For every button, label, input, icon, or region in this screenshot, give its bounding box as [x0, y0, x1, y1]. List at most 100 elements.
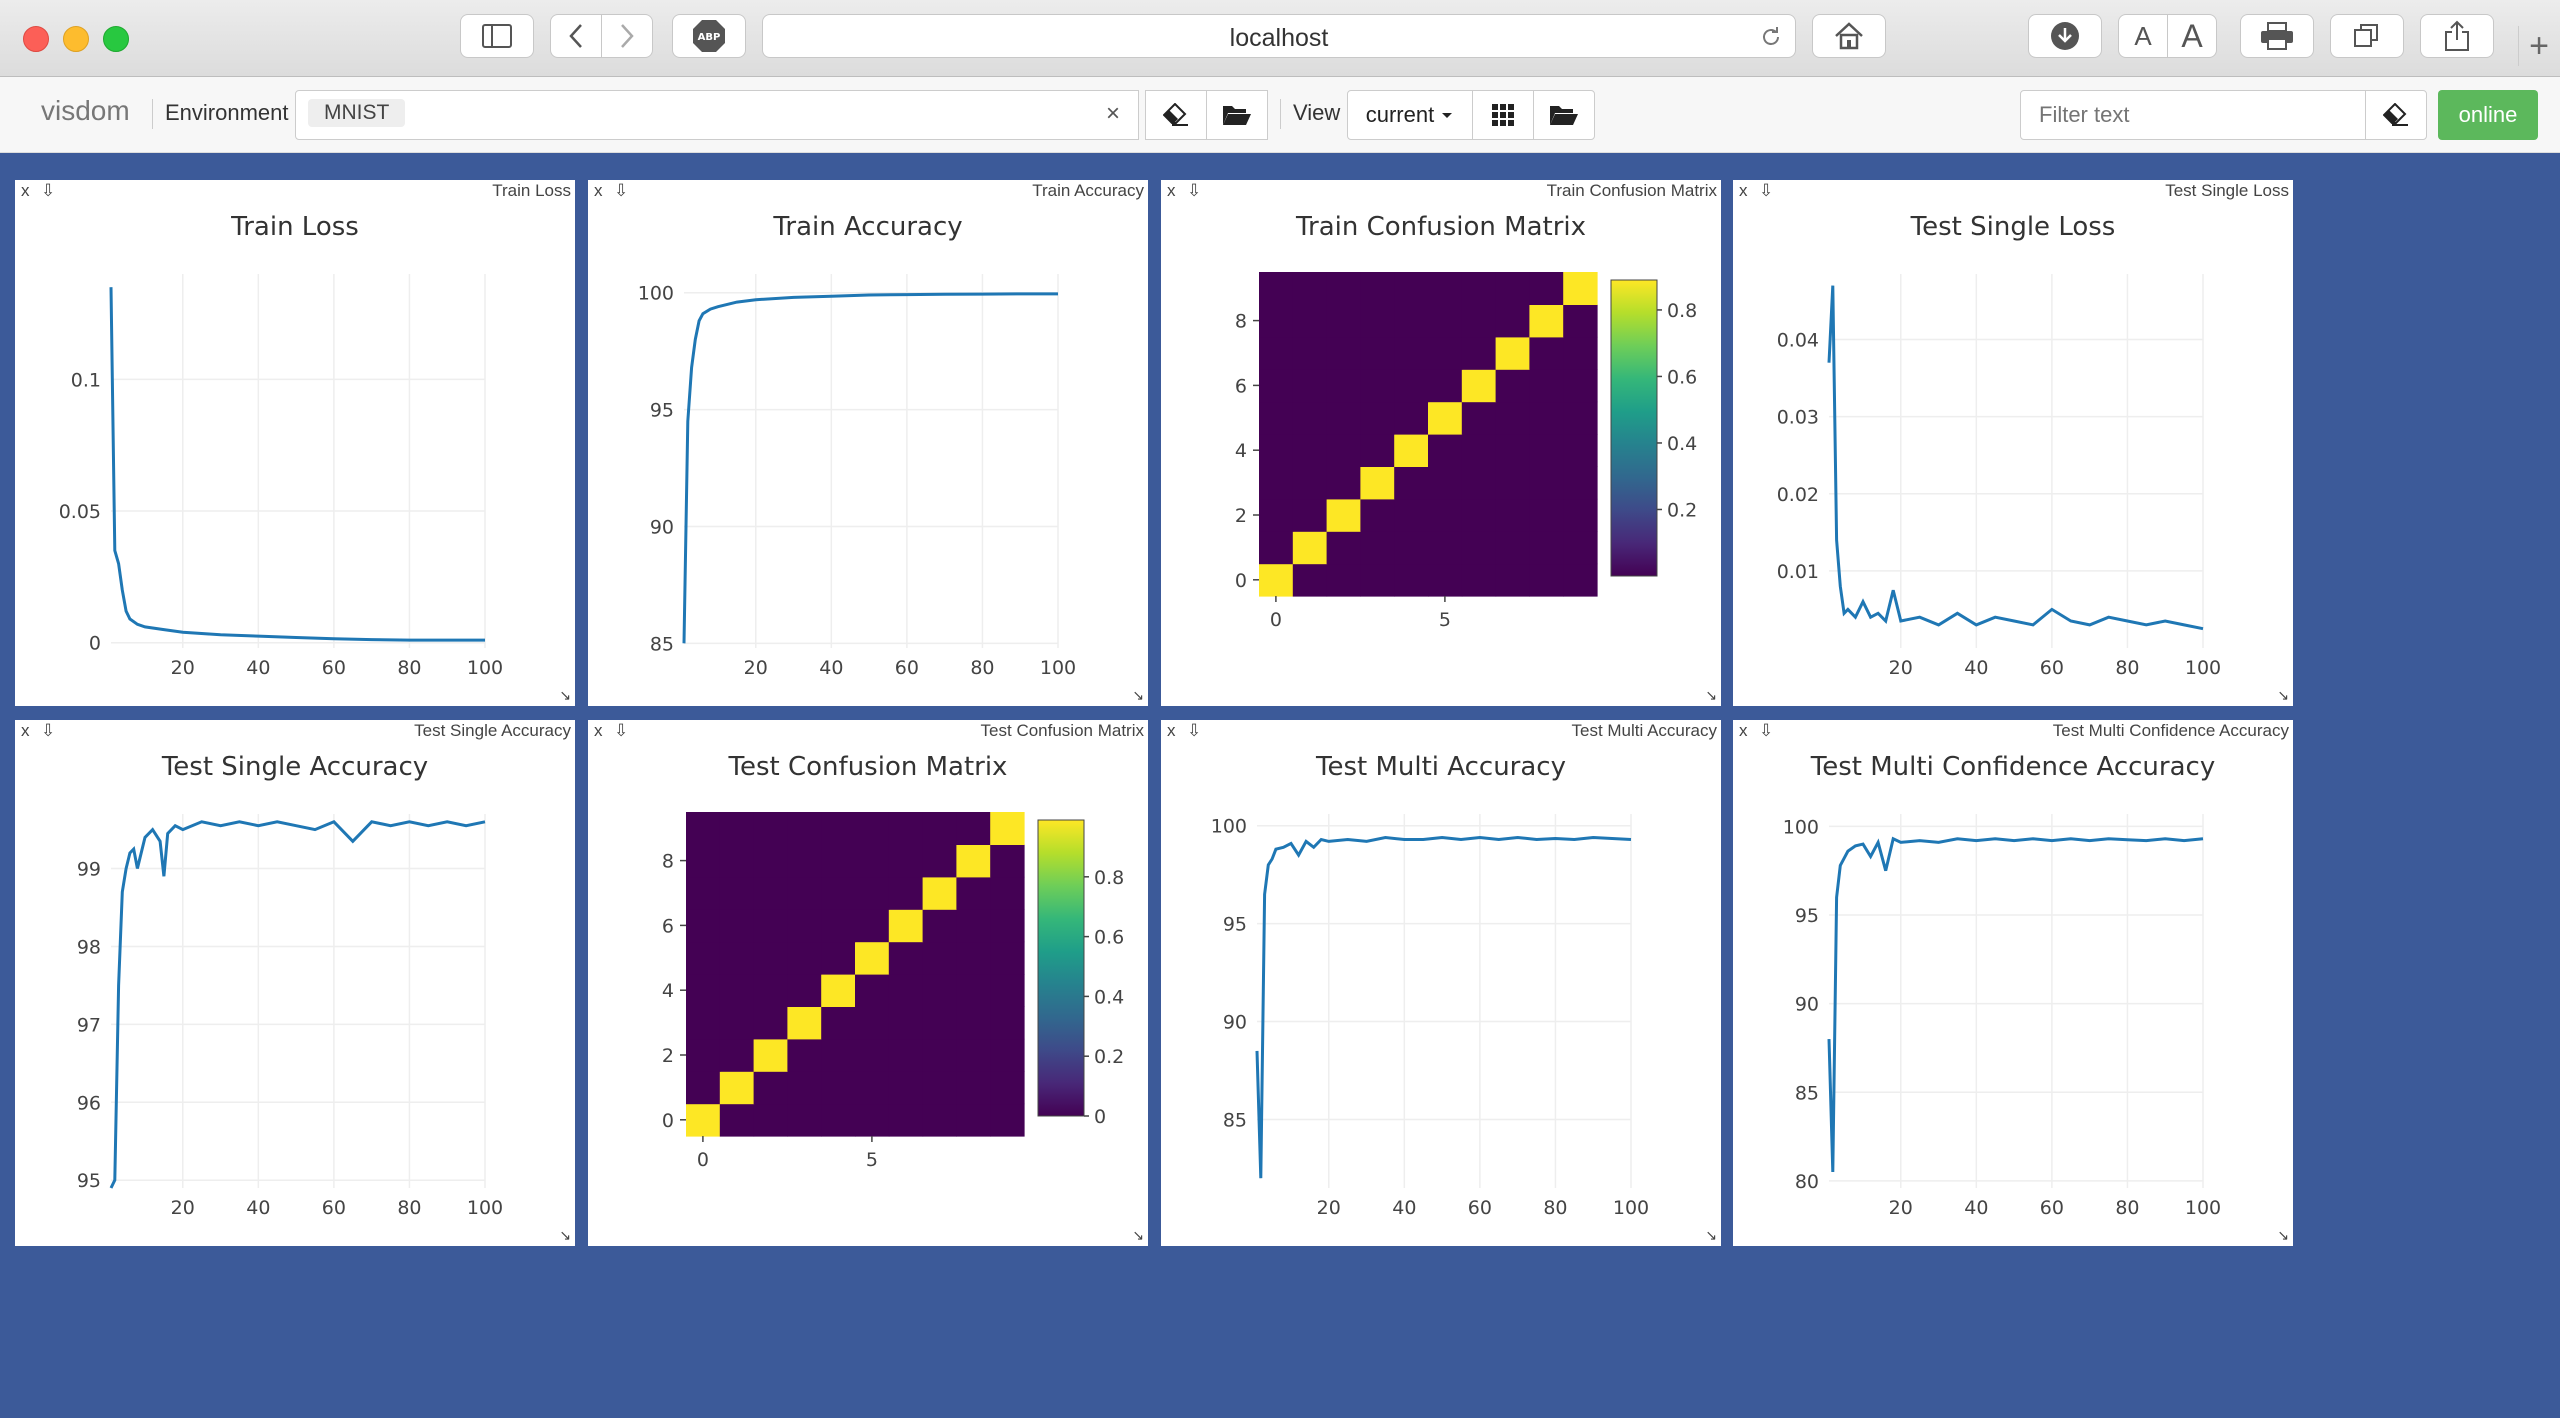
heatmap-cell — [753, 941, 788, 975]
heatmap-cell — [719, 941, 755, 975]
heatmap-cell — [990, 1006, 1025, 1040]
pane-header: x ⇩ Test Multi Confidence Accuracy — [1733, 720, 2293, 740]
pane[interactable]: x ⇩ Test Single Loss ↘ Test Single Loss 20 40 6… — [1733, 180, 2293, 706]
download-pane-button[interactable]: ⇩ — [1759, 181, 1774, 200]
heatmap-cell — [719, 1103, 755, 1137]
heatmap-cell — [821, 909, 856, 943]
forward-button[interactable] — [601, 14, 653, 58]
y-tick-label: 96 — [77, 1092, 101, 1114]
font-larger-button[interactable]: A — [2167, 14, 2217, 58]
download-pane-button[interactable]: ⇩ — [614, 721, 629, 740]
x-tick-label: 40 — [1964, 657, 1988, 679]
heatmap-cell — [686, 876, 721, 910]
heatmap-cell — [1461, 531, 1497, 565]
close-pane-button[interactable]: x — [21, 181, 30, 200]
download-pane-button[interactable]: ⇩ — [614, 181, 629, 200]
download-pane-button[interactable]: ⇩ — [1187, 181, 1202, 200]
heatmap-cell — [1394, 272, 1429, 305]
font-smaller-button[interactable]: A — [2118, 14, 2168, 58]
close-pane-button[interactable]: x — [594, 721, 603, 740]
pane-header: x ⇩ Test Confusion Matrix — [588, 720, 1148, 740]
resize-handle[interactable]: ↘ — [1132, 1227, 1144, 1243]
close-pane-button[interactable]: x — [1739, 721, 1748, 740]
close-pane-button[interactable]: x — [1167, 181, 1176, 200]
heatmap-cell — [990, 1038, 1025, 1072]
adblock-button[interactable]: ABP — [672, 14, 746, 58]
clear-env-button[interactable] — [1145, 90, 1207, 140]
pane[interactable]: x ⇩ Test Multi Accuracy ↘ Test Multi Accurac… — [1161, 720, 1721, 1246]
resize-handle[interactable]: ↘ — [559, 1227, 571, 1243]
pane-header: x ⇩ Train Confusion Matrix — [1161, 180, 1721, 200]
download-pane-button[interactable]: ⇩ — [41, 721, 56, 740]
resize-handle[interactable]: ↘ — [2277, 1227, 2289, 1243]
reload-icon[interactable] — [1759, 25, 1783, 49]
pane[interactable]: x ⇩ Train Confusion Matrix ↘ Train Confusion… — [1161, 180, 1721, 706]
share-button[interactable] — [2420, 14, 2494, 58]
close-window-button[interactable] — [23, 26, 49, 52]
downloads-button[interactable] — [2028, 14, 2102, 58]
manage-env-button[interactable] — [1206, 90, 1268, 140]
address-bar[interactable]: localhost — [762, 14, 1796, 58]
resize-handle[interactable]: ↘ — [559, 687, 571, 703]
new-tab-button[interactable]: + — [2518, 26, 2559, 66]
repack-view-button[interactable] — [1472, 90, 1534, 140]
environment-tag[interactable]: MNIST — [308, 99, 406, 127]
resize-handle[interactable]: ↘ — [1705, 687, 1717, 703]
sidebar-toggle-button[interactable] — [460, 14, 534, 58]
y-tick-label: 90 — [1223, 1012, 1247, 1034]
pane-title: Train Loss — [492, 181, 571, 200]
minimize-window-button[interactable] — [63, 26, 89, 52]
close-pane-button[interactable]: x — [21, 721, 30, 740]
pane[interactable]: x ⇩ Train Loss ↘ Train Loss 20 40 60 80 100 0 0.05 0… — [15, 180, 575, 706]
x-tick-label: 60 — [2040, 657, 2064, 679]
view-select[interactable]: current — [1347, 90, 1473, 140]
environment-select[interactable]: MNIST × — [295, 90, 1139, 140]
heatmap-cell — [1428, 434, 1463, 467]
heatmap-cell — [1495, 369, 1530, 403]
manage-views-button[interactable] — [1533, 90, 1595, 140]
close-pane-button[interactable]: x — [1167, 721, 1176, 740]
filter-input[interactable] — [2020, 90, 2366, 140]
heatmap-cell — [1326, 498, 1361, 532]
folder-open-icon — [1223, 106, 1251, 125]
heatmap-cell — [821, 844, 856, 878]
heatmap-cell — [1563, 466, 1598, 500]
heatmap-cell — [1360, 272, 1395, 305]
home-button[interactable] — [1812, 14, 1886, 58]
zoom-window-button[interactable] — [103, 26, 129, 52]
x-tick-label: 100 — [2185, 657, 2221, 679]
clear-environment-button[interactable]: × — [1105, 100, 1120, 127]
heatmap-cell — [1292, 304, 1328, 338]
connection-status-button[interactable]: online — [2438, 90, 2538, 140]
pane[interactable]: x ⇩ Test Multi Confidence Accuracy ↘ Test Mu… — [1733, 720, 2293, 1246]
heatmap-cell — [1360, 498, 1395, 532]
tab-overview-button[interactable] — [2330, 14, 2404, 58]
resize-handle[interactable]: ↘ — [1705, 1227, 1717, 1243]
close-pane-button[interactable]: x — [594, 181, 603, 200]
pane[interactable]: x ⇩ Test Confusion Matrix ↘ Test Confusion M… — [588, 720, 1148, 1246]
pane[interactable]: x ⇩ Train Accuracy ↘ Train Accuracy 20 40 60 80 1… — [588, 180, 1148, 706]
close-pane-button[interactable]: x — [1739, 181, 1748, 200]
back-button[interactable] — [550, 14, 602, 58]
heatmap-cell — [686, 1103, 721, 1137]
chart-title: Train Confusion Matrix — [1295, 212, 1586, 242]
download-pane-button[interactable]: ⇩ — [1187, 721, 1202, 740]
download-pane-button[interactable]: ⇩ — [1759, 721, 1774, 740]
y-tick-label: 6 — [1235, 375, 1247, 397]
x-tick-label: 60 — [1468, 1197, 1492, 1219]
pane[interactable]: x ⇩ Test Single Accuracy ↘ Test Single Accur… — [15, 720, 575, 1246]
heatmap-cell — [1428, 272, 1463, 305]
x-tick-label: 80 — [970, 657, 994, 679]
heatmap-cell — [1360, 401, 1395, 435]
heatmap-cell — [1529, 466, 1564, 500]
heatmap-cell — [888, 1103, 924, 1137]
download-pane-button[interactable]: ⇩ — [41, 181, 56, 200]
resize-handle[interactable]: ↘ — [1132, 687, 1144, 703]
print-button[interactable] — [2240, 14, 2314, 58]
heatmap-cell — [1428, 498, 1463, 532]
x-tick-label: 20 — [1889, 657, 1913, 679]
series-line — [1827, 285, 2204, 631]
clear-filter-button[interactable] — [2365, 90, 2427, 140]
heatmap-cell — [1529, 336, 1564, 370]
resize-handle[interactable]: ↘ — [2277, 687, 2289, 703]
